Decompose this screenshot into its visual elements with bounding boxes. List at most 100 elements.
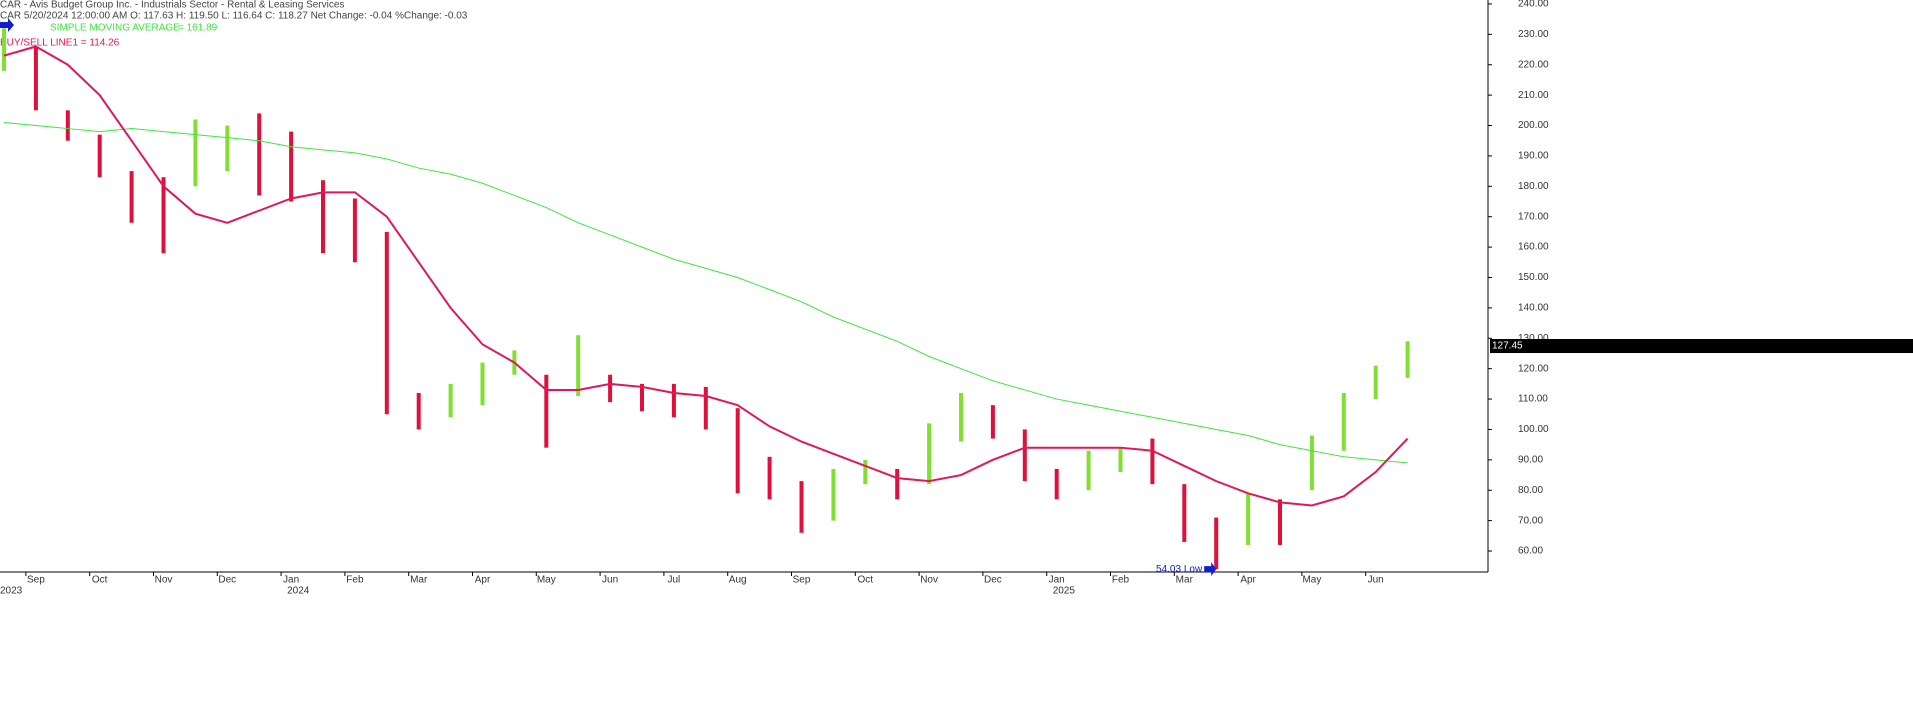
x-tick-label: Jul: [668, 575, 681, 586]
price-bar: [1182, 484, 1187, 542]
low-label: 54.03 Low: [1156, 564, 1203, 575]
x-tick-label: Sep: [793, 575, 811, 586]
y-tick-label: 180.00: [1518, 181, 1549, 192]
last-price-label: 127.45: [1492, 341, 1523, 352]
price-bar: [2, 28, 6, 71]
low-arrow: [1204, 562, 1217, 577]
x-year-label: 2024: [287, 586, 310, 597]
x-tick-label: Feb: [346, 575, 364, 586]
x-tick-label: Oct: [92, 575, 108, 586]
legend-sma-value: = 161.89: [178, 23, 218, 34]
price-bar: [544, 374, 549, 448]
price-bar: [352, 198, 357, 263]
price-bar: [33, 46, 38, 111]
y-tick-label: 150.00: [1518, 272, 1549, 283]
price-bar: [384, 231, 389, 415]
x-tick-label: Nov: [920, 575, 938, 586]
y-tick-label: 120.00: [1518, 363, 1549, 374]
price-bar: [990, 405, 995, 439]
price-bar: [1086, 450, 1091, 491]
header-quote: CAR 5/20/2024 12:00:00 AM O: 117.63 H: 1…: [0, 11, 468, 22]
price-bar: [321, 180, 325, 254]
x-tick-label: Mar: [1176, 575, 1194, 586]
price-bar: [1341, 392, 1346, 451]
start-arrow: [0, 18, 14, 32]
x-tick-label: Oct: [858, 575, 874, 586]
x-tick-label: Jan: [1049, 575, 1065, 586]
y-tick-label: 80.00: [1518, 485, 1543, 496]
price-bar: [193, 119, 198, 187]
x-tick-label: Dec: [984, 575, 1002, 586]
x-tick-label: May: [537, 575, 556, 586]
x-tick-label: Nov: [155, 575, 173, 586]
price-bar: [831, 468, 836, 521]
price-bar: [97, 134, 102, 178]
price-bar: [671, 383, 676, 418]
y-tick-label: 160.00: [1518, 242, 1549, 253]
last-price-tag: [1490, 339, 1913, 354]
legend-buysell: BUY/SELL LINE1 = 114.26: [0, 38, 120, 49]
x-tick-label: Dec: [218, 575, 236, 586]
price-bar: [735, 408, 740, 494]
price-bar: [799, 481, 804, 533]
x-tick-label: Feb: [1112, 575, 1130, 586]
x-tick-label: Jan: [283, 575, 299, 586]
x-year-label: 2023: [0, 586, 23, 597]
price-bar: [416, 392, 421, 430]
price-bar: [1054, 468, 1059, 500]
price-bar: [608, 374, 613, 403]
x-tick-label: May: [1302, 575, 1321, 586]
y-tick-label: 90.00: [1518, 454, 1543, 465]
line-series: [3, 121, 1408, 464]
price-bar: [767, 456, 772, 500]
y-tick-label: 200.00: [1518, 120, 1549, 131]
price-bar: [1405, 341, 1410, 378]
price-bar: [1309, 435, 1314, 491]
y-tick-label: 130.00: [1518, 333, 1549, 344]
price-bar: [1214, 517, 1219, 570]
line-series: [3, 45, 1409, 507]
price-bar: [927, 423, 932, 485]
y-tick-label: 210.00: [1518, 90, 1549, 101]
price-bar: [257, 113, 262, 196]
x-tick-label: Apr: [475, 575, 491, 586]
price-bar: [640, 383, 644, 412]
y-tick-label: 190.00: [1518, 151, 1549, 162]
x-tick-label: Sep: [27, 575, 45, 586]
x-year-label: 2025: [1053, 586, 1076, 597]
price-bar: [129, 171, 134, 223]
price-bar: [1150, 438, 1155, 485]
y-tick-label: 170.00: [1518, 211, 1549, 222]
price-bar: [480, 362, 485, 406]
y-tick-label: 140.00: [1518, 303, 1549, 314]
price-bar: [1022, 429, 1027, 482]
x-tick-label: Jun: [602, 575, 618, 586]
x-tick-label: Apr: [1240, 575, 1256, 586]
x-tick-label: Aug: [729, 575, 747, 586]
price-bar: [1246, 493, 1251, 545]
price-bar: [863, 459, 868, 485]
price-bar: [576, 335, 581, 397]
y-tick-label: 220.00: [1518, 59, 1549, 70]
y-tick-label: 110.00: [1518, 394, 1548, 405]
price-bar: [703, 386, 708, 430]
x-tick-label: Jun: [1368, 575, 1384, 586]
y-tick-label: 230.00: [1518, 29, 1549, 40]
price-bar: [161, 177, 166, 254]
legend-sma: SIMPLE MOVING AVERAGE: [50, 23, 180, 34]
price-bar: [1373, 365, 1378, 400]
price-bar: [289, 131, 294, 202]
header-title: CAR - Avis Budget Group Inc. - Industria…: [0, 0, 344, 11]
price-bar: [1118, 447, 1123, 473]
y-tick-label: 100.00: [1518, 424, 1549, 435]
price-bar: [895, 468, 900, 500]
price-bar: [1278, 499, 1282, 545]
y-tick-label: 240.00: [1518, 0, 1549, 10]
y-tick-label: 70.00: [1518, 515, 1543, 526]
price-bar: [65, 110, 70, 141]
price-bar: [225, 125, 230, 172]
price-bar: [959, 392, 963, 442]
y-tick-label: 60.00: [1518, 546, 1543, 557]
